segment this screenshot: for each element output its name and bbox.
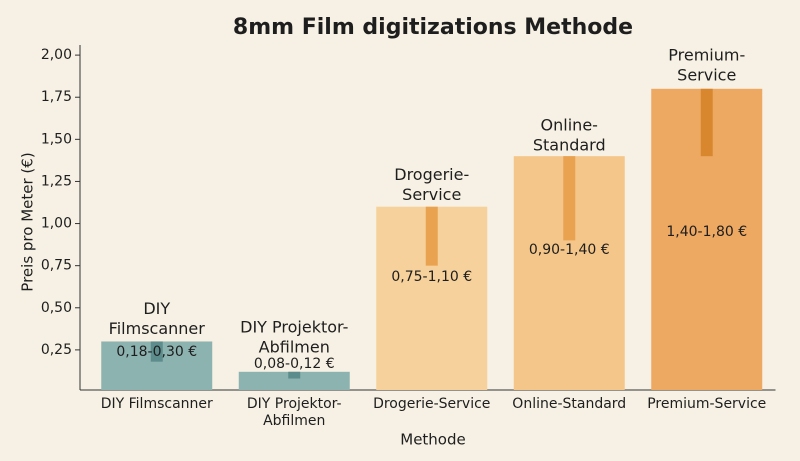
- range-bar: [288, 371, 301, 379]
- range-bar: [425, 206, 438, 266]
- bar-label: DIY Projektor-: [240, 317, 348, 336]
- x-tick-label: Online-Standard: [512, 396, 626, 412]
- bar-label: Filmscanner: [109, 319, 206, 338]
- x-axis-label: Methode: [400, 431, 466, 449]
- y-tick-label: 2,00: [41, 47, 72, 63]
- bar-label: Service: [677, 65, 736, 84]
- bar: [238, 371, 350, 390]
- y-tick-label: 0,25: [41, 342, 72, 358]
- y-tick-label: 0,50: [41, 300, 72, 316]
- y-tick-label: 1,00: [41, 216, 72, 232]
- bar-label: Service: [402, 185, 461, 204]
- x-tick-label: Drogerie-Service: [373, 396, 490, 412]
- value-label: 0,90-1,40 €: [529, 242, 610, 258]
- value-label: 0,75-1,10 €: [391, 269, 472, 285]
- bar-label: Drogerie-: [394, 165, 469, 184]
- bar-label: Premium-: [668, 45, 745, 64]
- chart-title: 8mm Film digitizations Methode: [233, 15, 633, 40]
- bar-label: Standard: [533, 136, 606, 155]
- x-tick-label: DIY Projektor-: [247, 396, 342, 412]
- y-tick-label: 0,75: [41, 258, 72, 274]
- bar-label: Abfilmen: [259, 337, 330, 356]
- x-tick-label: Premium-Service: [647, 396, 766, 412]
- bar-label: DIY: [143, 299, 170, 318]
- x-tick-label: DIY Filmscanner: [101, 396, 213, 412]
- value-label: 0,18-0,30 €: [116, 344, 197, 360]
- y-axis-label: Preis pro Meter (€): [19, 152, 37, 291]
- range-bar: [700, 88, 713, 157]
- x-tick-label: Abfilmen: [263, 413, 325, 429]
- y-tick-label: 1,50: [41, 131, 72, 147]
- range-bar: [150, 341, 163, 362]
- y-tick-label: 1,75: [41, 89, 72, 105]
- bar-label: Online-: [541, 116, 598, 135]
- value-label: 1,40-1,80 €: [666, 224, 747, 240]
- value-label: 0,08-0,12 €: [254, 356, 335, 372]
- range-bar: [563, 156, 576, 241]
- y-tick-label: 1,25: [41, 173, 72, 189]
